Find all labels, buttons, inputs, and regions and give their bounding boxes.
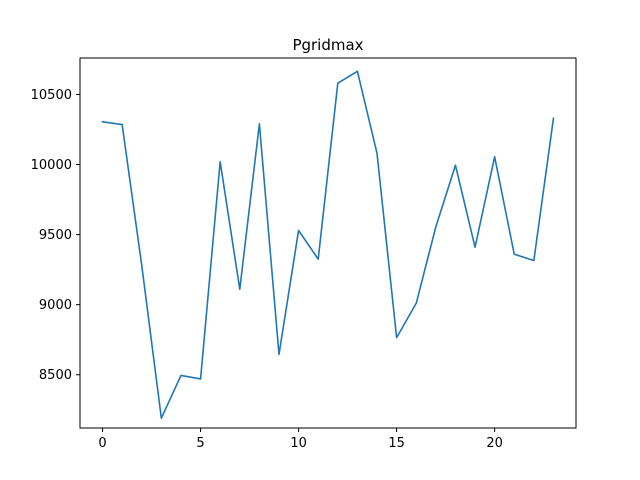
y-tick-label: 10000 (31, 158, 72, 173)
y-tick-label: 9000 (39, 298, 72, 313)
x-tick-label: 5 (196, 436, 204, 451)
x-tick-label: 20 (486, 436, 503, 451)
y-tick-label: 10500 (31, 88, 72, 103)
x-tick-label: 0 (98, 436, 106, 451)
chart-title: Pgridmax (292, 36, 363, 54)
y-axis: 8500 9000 9500 10000 10500 (31, 88, 80, 383)
y-tick-label: 9500 (39, 228, 72, 243)
plot-frame (79, 57, 577, 429)
x-tick-label: 10 (290, 436, 307, 451)
y-tick-label: 8500 (39, 368, 72, 383)
series-layer (101, 70, 555, 419)
x-axis: 0 5 10 15 20 (98, 428, 503, 451)
x-tick-label: 15 (388, 436, 405, 451)
series-line-0 (101, 70, 555, 419)
